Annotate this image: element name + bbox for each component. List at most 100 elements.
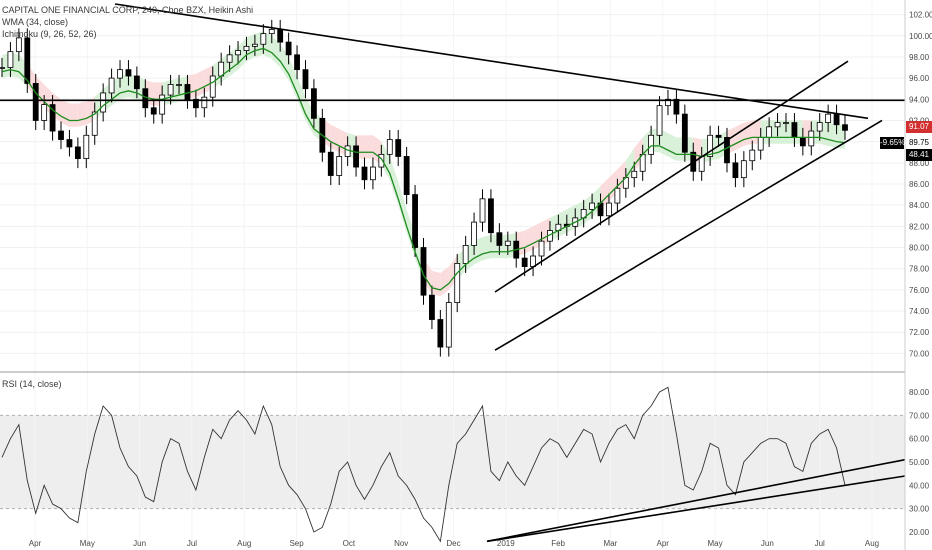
candle-body [336, 156, 343, 176]
trendlines[interactable] [0, 3, 906, 543]
candle-body [294, 54, 300, 71]
candle-body [429, 294, 435, 320]
price-axis-tick: 88.00 [909, 159, 930, 168]
candle-body [673, 98, 680, 115]
time-axis-tick: Aug [237, 539, 251, 548]
candle-body [707, 134, 714, 157]
ascending-channel-line[interactable] [494, 60, 849, 293]
candle-body [15, 37, 22, 53]
candle-body [327, 151, 334, 176]
candle-body [462, 245, 469, 264]
candle-body [66, 139, 73, 148]
rsi-trendline-lower[interactable] [486, 475, 906, 543]
candle-body [479, 198, 486, 223]
rsi-axis-tick: 80.00 [909, 388, 930, 397]
candle-body [749, 149, 756, 162]
candle-body [665, 98, 671, 107]
candle-body [7, 51, 14, 68]
time-axis-tick: Apr [657, 539, 670, 548]
candle-body [648, 134, 655, 155]
price-axis-tick: 86.00 [909, 180, 930, 189]
candle-body [176, 84, 182, 86]
candle-body [353, 145, 359, 168]
candle-body [378, 153, 385, 168]
candle-body [471, 221, 477, 246]
rsi-line [1, 386, 846, 543]
candle-body [791, 122, 798, 138]
time-axis-tick: Jun [133, 539, 146, 548]
price-axis-tick: 98.00 [909, 53, 930, 62]
candle-body [277, 29, 284, 43]
level-a-tag: 89.75 [906, 137, 932, 149]
candle-body [209, 75, 216, 98]
time-axis-tick: Feb [551, 539, 565, 548]
candle-body [159, 94, 166, 115]
candle-body [445, 302, 452, 348]
candle-body [311, 88, 317, 119]
rsi-band [0, 415, 905, 509]
time-axis-tick: Dec [446, 539, 460, 548]
rsi-axis-tick: 30.00 [909, 505, 930, 514]
price-axis-tick: 92.00 [909, 116, 930, 125]
price-axis-tick: 82.00 [909, 222, 930, 231]
price-axis-tick: 74.00 [909, 307, 930, 316]
candle-body [133, 75, 140, 90]
candle-body [302, 69, 309, 90]
price-axis-tick: 102.00 [909, 11, 932, 20]
symbol-title: CAPITAL ONE FINANCIAL CORP, 240, Cboe BZ… [2, 5, 254, 15]
cloud-segment-bear [330, 124, 340, 153]
candle-body [167, 84, 174, 96]
rsi-trendline-upper[interactable] [486, 458, 906, 543]
candle-body [395, 139, 402, 157]
candle-body [226, 54, 233, 63]
candle-body [192, 98, 199, 109]
candle-body [715, 134, 722, 138]
descending-trendline[interactable] [114, 3, 869, 120]
candle-body [488, 198, 494, 234]
candle-body [732, 162, 739, 179]
rsi-axis-tick: 60.00 [909, 435, 930, 444]
candle-body [589, 202, 595, 210]
candle-body [783, 122, 789, 124]
cloud-segment-bear [364, 135, 373, 159]
time-axis-tick: Oct [343, 539, 356, 548]
candle-body [125, 69, 132, 77]
wma-legend: WMA (34, close) [2, 17, 69, 27]
candle-body [825, 113, 832, 123]
candle-body [833, 113, 840, 126]
candle-body [0, 67, 5, 69]
cloud-segment-bull [482, 234, 491, 261]
rsi-legend: RSI (14, close) [2, 379, 62, 389]
time-axis-tick: Jun [761, 539, 774, 548]
candle-body [454, 263, 461, 303]
price-axis-tick: 94.00 [909, 95, 930, 104]
ascending-support-line[interactable] [494, 119, 883, 351]
cloud-segment-bear [69, 103, 78, 127]
price-axis-tick: 84.00 [909, 201, 930, 210]
candle-body [150, 107, 157, 115]
price-axis-tick: 76.00 [909, 286, 930, 295]
rsi-axis-tick: 20.00 [909, 528, 930, 537]
candle-body [201, 96, 208, 109]
candle-body [251, 43, 258, 47]
rsi-axis-tick: 50.00 [909, 458, 930, 467]
candle-body [74, 146, 81, 159]
candle-body [117, 69, 123, 79]
time-axis-tick: Mar [604, 539, 618, 548]
candle-body [437, 319, 444, 348]
candle-body [606, 202, 612, 217]
time-axis-tick: Sep [289, 539, 304, 548]
price-axis-tick: 70.00 [909, 349, 930, 358]
cloud-segment-bear [431, 270, 441, 297]
candle-body [58, 130, 64, 140]
grid [0, 0, 905, 546]
price-axis-tick: 100.00 [909, 32, 932, 41]
cloud-segment-bear [735, 122, 744, 151]
cloud-segment-bear [524, 226, 534, 254]
candle-body [496, 232, 503, 246]
candle-body [403, 156, 410, 195]
rsi-axis-tick: 70.00 [909, 411, 930, 420]
time-axis-tick: Jul [187, 539, 197, 548]
time-axis-tick: Apr [29, 539, 42, 548]
